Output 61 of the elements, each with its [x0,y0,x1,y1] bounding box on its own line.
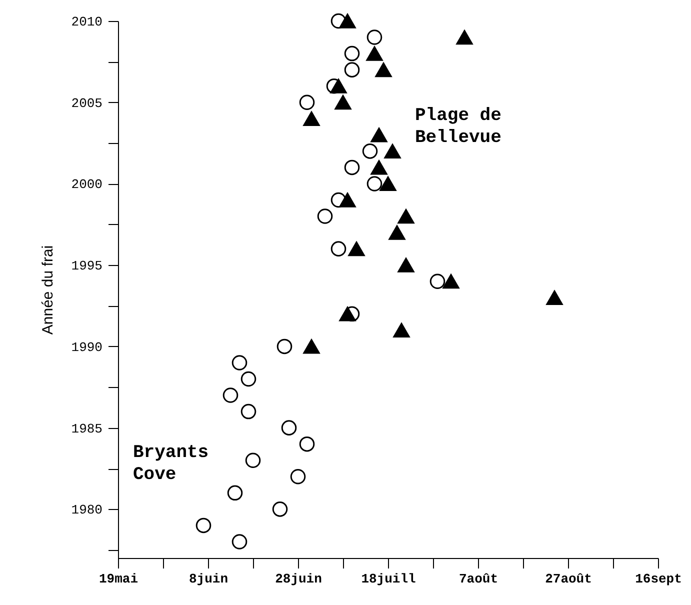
x-tick-label: 8juin [188,572,228,586]
point [398,258,414,272]
x-tick-label: 16sept [635,572,682,586]
point [339,14,356,28]
point [330,241,346,256]
series-label: Bryants Cove [133,443,209,485]
point [334,95,352,110]
point [344,62,360,78]
point [456,30,473,45]
point [281,420,297,436]
point [232,534,248,550]
point [222,388,238,403]
point [196,518,212,534]
point [339,192,356,208]
point [375,62,392,78]
point [317,208,333,224]
point [330,78,347,94]
point [232,355,248,370]
point [546,290,563,305]
x-tick-label: 18juill [361,572,416,586]
series-label: Plage de Bellevue [415,106,502,148]
point [344,160,360,176]
y-tick-label: 1995 [71,258,102,274]
point [393,322,410,338]
point [380,176,396,192]
point [388,225,406,240]
point [299,94,315,110]
x-tick-label: 7août [458,572,498,586]
point [272,502,288,517]
point [442,274,460,289]
point [344,46,360,62]
point [370,128,388,142]
point [299,436,315,452]
point [366,176,382,192]
y-tick-label: 1980 [71,502,102,518]
point [303,339,320,354]
x-tick-label: 27août [545,572,592,586]
point [276,338,292,354]
point [240,404,256,420]
point [362,144,378,159]
point [430,274,446,289]
point [290,469,306,484]
y-axis-title: Année du frai [39,245,56,335]
point [366,46,383,61]
x-tick-label: 19mai [98,572,138,586]
point [339,306,356,322]
point [240,371,256,387]
y-tick-label: 1990 [71,340,102,355]
point [348,242,365,256]
point [384,144,401,158]
point [366,30,382,45]
point [398,208,414,224]
point [245,452,261,468]
y-tick-label: 2005 [71,96,102,111]
y-tick-label: 1985 [71,421,102,436]
x-tick-label: 28juin [275,572,322,586]
point [370,160,388,175]
point [303,111,320,126]
y-tick-label: 2000 [71,177,102,192]
y-tick-label: 2010 [71,14,102,30]
point [227,485,243,501]
